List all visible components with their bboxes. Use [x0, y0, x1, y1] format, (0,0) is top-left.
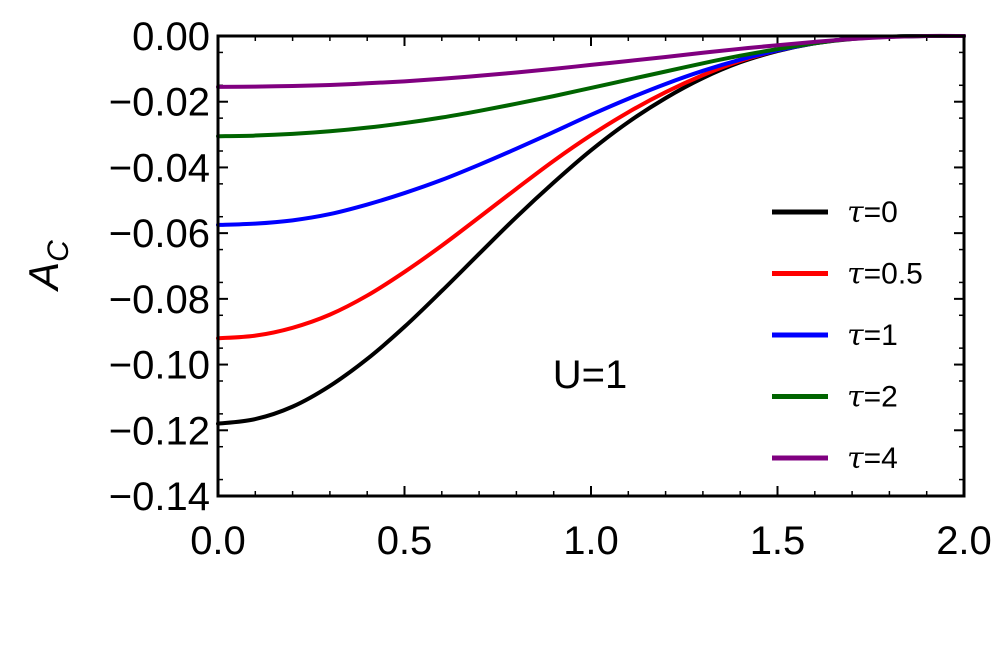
- x-tick-labels: 0.0 0.5 1.0 1.5 2.0: [190, 519, 992, 563]
- x-tick-label: 2.0: [936, 519, 992, 563]
- legend-label-3: τ=2: [847, 380, 898, 415]
- legend-value: =0.5: [864, 258, 923, 291]
- x-tick-label: 0.0: [190, 519, 246, 563]
- legend-tau-symbol: τ: [847, 441, 864, 476]
- y-axis-title-sub: C: [42, 240, 75, 262]
- legend-value: =0: [864, 196, 898, 229]
- y-tick-labels: 0.00 −0.02 −0.04 −0.06 −0.08 −0.10 −0.12 −0.14: [109, 15, 210, 519]
- series-line-1: [216, 33, 966, 341]
- legend-label-4: τ=4: [847, 441, 898, 476]
- series-line-4: [216, 33, 966, 89]
- y-tick-label: −0.02: [109, 81, 210, 125]
- y-tick-label: −0.06: [109, 212, 210, 256]
- x-tick-label: 0.5: [377, 519, 433, 563]
- y-tick-label: −0.10: [109, 344, 210, 388]
- legend-tau-symbol: τ: [847, 380, 864, 415]
- legend: τ=0τ=0.5τ=1τ=2τ=4: [772, 195, 923, 476]
- legend-value: =1: [864, 319, 898, 352]
- plot-frame: [216, 34, 966, 498]
- y-tick-label: −0.08: [109, 278, 210, 322]
- legend-tau-symbol: τ: [847, 318, 864, 353]
- y-tick-label: 0.00: [132, 15, 210, 59]
- series-layer: [216, 33, 966, 426]
- legend-value: =2: [864, 381, 898, 414]
- y-tick-label: −0.04: [109, 146, 210, 190]
- y-axis-title: AC: [20, 240, 75, 293]
- annotation-u: U=1: [553, 353, 628, 397]
- y-axis-title-main: A: [20, 262, 67, 293]
- legend-label-0: τ=0: [847, 195, 898, 230]
- legend-tau-symbol: τ: [847, 257, 864, 292]
- legend-label-2: τ=1: [847, 318, 898, 353]
- legend-value: =4: [864, 442, 898, 475]
- y-tick-label: −0.12: [109, 409, 210, 453]
- x-tick-label: 1.5: [750, 519, 806, 563]
- x-tick-label: 1.0: [563, 519, 619, 563]
- y-tick-label: −0.14: [109, 475, 210, 519]
- legend-label-1: τ=0.5: [847, 257, 923, 292]
- legend-tau-symbol: τ: [847, 195, 864, 230]
